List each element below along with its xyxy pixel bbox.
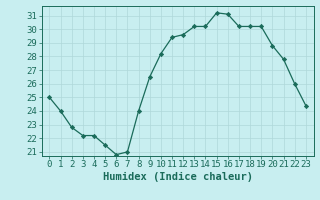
X-axis label: Humidex (Indice chaleur): Humidex (Indice chaleur) (103, 172, 252, 182)
